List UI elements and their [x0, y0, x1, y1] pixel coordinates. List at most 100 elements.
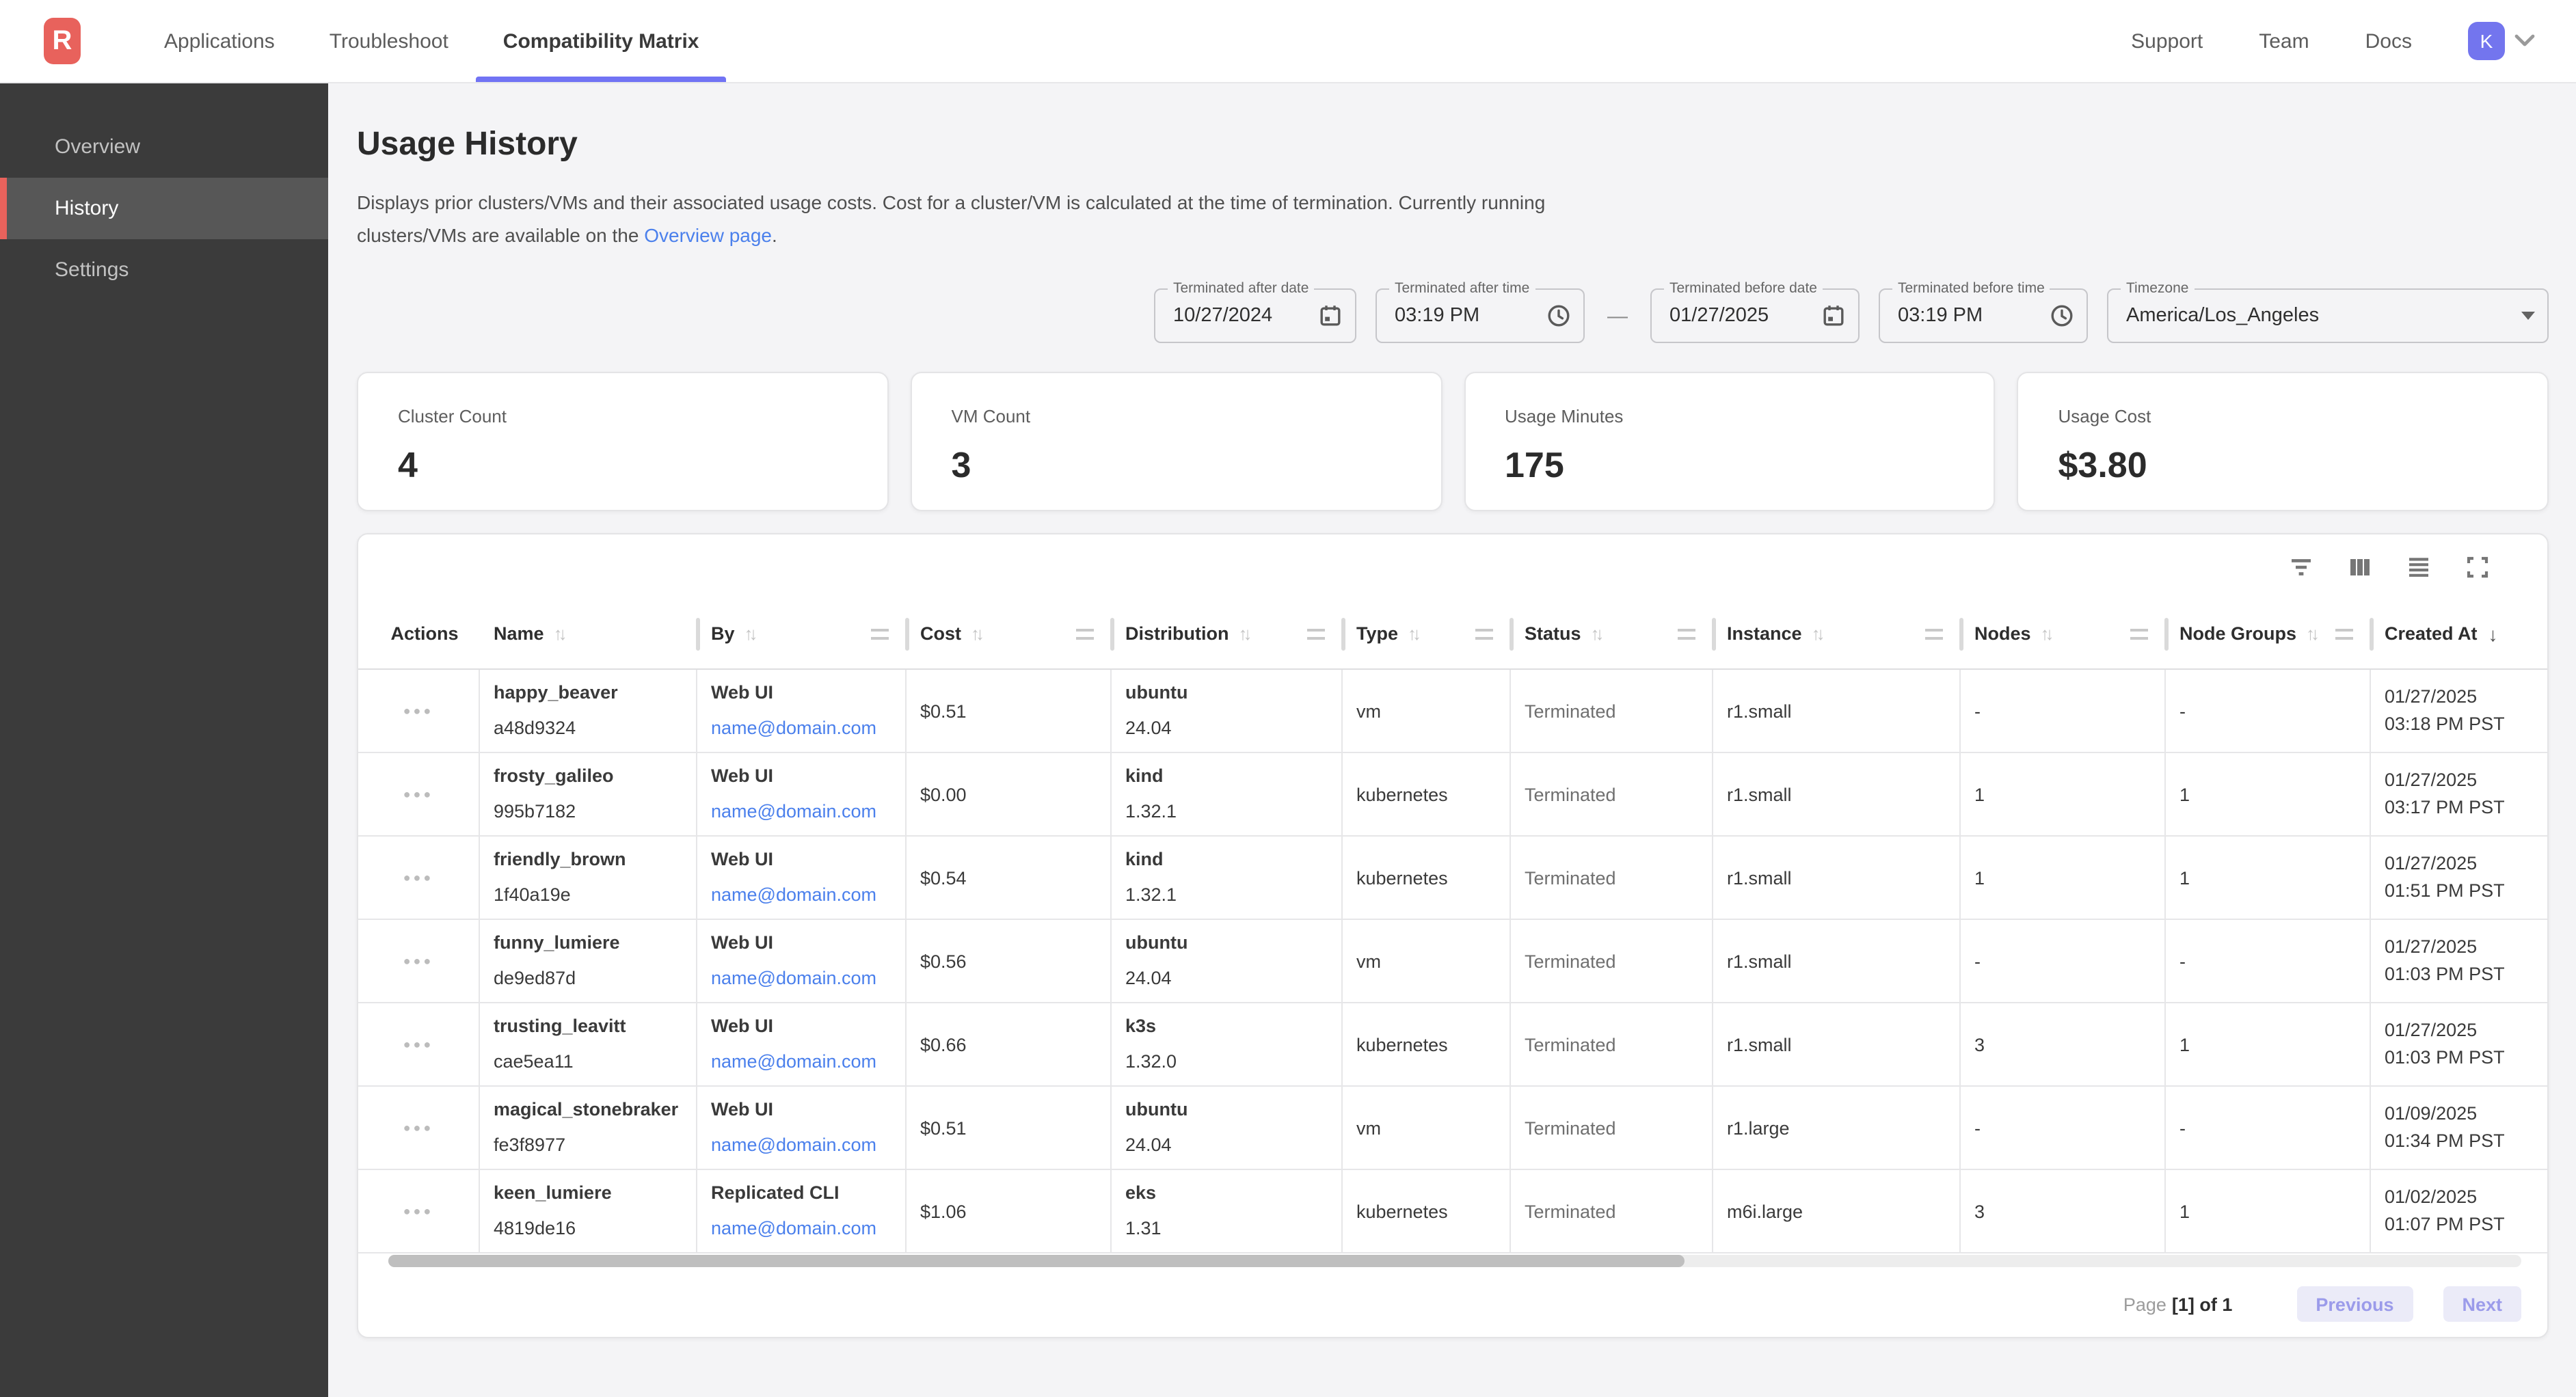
- tab-applications[interactable]: Applications: [137, 0, 302, 82]
- creator-email-link[interactable]: name@domain.com: [711, 884, 877, 905]
- stat-card-usage-minutes: Usage Minutes 175: [1464, 372, 1996, 511]
- creator-email-link[interactable]: name@domain.com: [711, 1135, 877, 1155]
- density-icon[interactable]: [2406, 554, 2431, 579]
- type-cell: vm: [1343, 1087, 1511, 1169]
- column-menu-icon[interactable]: [1678, 628, 1695, 639]
- creator-email-link[interactable]: name@domain.com: [711, 801, 877, 822]
- terminated-before-date-input[interactable]: Terminated before date 01/27/2025: [1650, 280, 1860, 343]
- row-actions-button[interactable]: ●●●: [403, 954, 434, 968]
- column-header-actions: Actions: [358, 599, 480, 668]
- row-actions-button[interactable]: ●●●: [403, 871, 434, 884]
- created-at-cell: 01/27/2025 03:18 PM PST: [2371, 670, 2524, 752]
- distribution-name: ubuntu: [1125, 932, 1188, 953]
- creator-email-link[interactable]: name@domain.com: [711, 968, 877, 988]
- actions-cell: ●●●: [358, 920, 480, 1002]
- user-avatar[interactable]: K: [2468, 22, 2505, 60]
- column-menu-icon[interactable]: [2335, 628, 2353, 639]
- columns-icon[interactable]: [2348, 554, 2372, 579]
- terminated-before-time-input[interactable]: Terminated before time 03:19 PM: [1879, 280, 2088, 343]
- tab-troubleshoot[interactable]: Troubleshoot: [302, 0, 476, 82]
- created-by: Replicated CLI: [711, 1182, 840, 1203]
- type-cell: kubernetes: [1343, 837, 1511, 919]
- stat-label: Usage Minutes: [1505, 406, 1624, 426]
- status-cell: Terminated: [1511, 670, 1713, 752]
- column-menu-icon[interactable]: [1475, 628, 1493, 639]
- column-header-nodes[interactable]: Nodes ↑↓: [1961, 599, 2169, 668]
- clock-icon[interactable]: [1546, 303, 1571, 328]
- clock-icon[interactable]: [2050, 303, 2074, 328]
- nodes-cell: 3: [1961, 1003, 2166, 1085]
- column-menu-icon[interactable]: [1307, 628, 1325, 639]
- row-actions-button[interactable]: ●●●: [403, 704, 434, 718]
- column-header-status[interactable]: Status ↑↓: [1511, 599, 1716, 668]
- sort-icon[interactable]: ↑↓: [744, 623, 758, 644]
- nodes-cell: 1: [1961, 753, 2166, 835]
- calendar-icon[interactable]: [1821, 303, 1846, 328]
- row-actions-button[interactable]: ●●●: [403, 787, 434, 801]
- column-header-created-at[interactable]: Created At ↓: [2371, 599, 2524, 668]
- sort-icon[interactable]: ↑↓: [2040, 623, 2054, 644]
- sort-icon[interactable]: ↑↓: [1238, 623, 1252, 644]
- cluster-name: magical_stonebraker: [494, 1099, 679, 1120]
- row-actions-button[interactable]: ●●●: [403, 1037, 434, 1051]
- filter-value: 03:19 PM: [1395, 305, 1480, 327]
- next-page-button[interactable]: Next: [2443, 1286, 2521, 1322]
- instance-cell: r1.small: [1713, 1003, 1961, 1085]
- column-menu-icon[interactable]: [871, 628, 889, 639]
- column-header-cost[interactable]: Cost ↑↓: [907, 599, 1114, 668]
- terminated-after-date-input[interactable]: Terminated after date 10/27/2024: [1154, 280, 1356, 343]
- row-actions-button[interactable]: ●●●: [403, 1204, 434, 1218]
- sort-icon[interactable]: ↑↓: [971, 623, 984, 644]
- sort-icon[interactable]: ↑↓: [2306, 623, 2320, 644]
- column-header-type[interactable]: Type ↑↓: [1343, 599, 1514, 668]
- nav-link-support[interactable]: Support: [2131, 29, 2203, 53]
- column-header-node-groups[interactable]: Node Groups ↑↓: [2166, 599, 2374, 668]
- sidebar-item-settings[interactable]: Settings: [0, 239, 328, 301]
- nav-link-docs[interactable]: Docs: [2365, 29, 2412, 53]
- column-header-by[interactable]: By ↑↓: [697, 599, 909, 668]
- column-menu-icon[interactable]: [1076, 628, 1094, 639]
- created-date: 01/27/2025: [2385, 1020, 2478, 1040]
- column-header-instance[interactable]: Instance ↑↓: [1713, 599, 1963, 668]
- sort-icon[interactable]: ↑↓: [1811, 623, 1825, 644]
- nodes-cell: -: [1961, 920, 2166, 1002]
- status-cell: Terminated: [1511, 1170, 1713, 1252]
- overview-page-link[interactable]: Overview page: [644, 223, 772, 245]
- filter-label: Terminated after time: [1389, 280, 1535, 298]
- chevron-down-icon[interactable]: [2514, 34, 2535, 48]
- fullscreen-icon[interactable]: [2465, 554, 2490, 579]
- calendar-icon[interactable]: [1318, 303, 1343, 328]
- horizontal-scrollbar-track[interactable]: [388, 1255, 2521, 1267]
- replicated-logo[interactable]: R: [44, 18, 81, 64]
- distribution-cell: ubuntu 24.04: [1112, 1087, 1343, 1169]
- horizontal-scrollbar-thumb[interactable]: [388, 1255, 1685, 1267]
- sort-icon[interactable]: ↑↓: [553, 623, 567, 644]
- column-menu-icon[interactable]: [1925, 628, 1943, 639]
- type-cell: kubernetes: [1343, 753, 1511, 835]
- nav-tabs: Applications Troubleshoot Compatibility …: [137, 0, 727, 82]
- creator-email-link[interactable]: name@domain.com: [711, 1051, 877, 1072]
- previous-page-button[interactable]: Previous: [2296, 1286, 2413, 1322]
- distribution-name: k3s: [1125, 1016, 1157, 1036]
- row-actions-button[interactable]: ●●●: [403, 1121, 434, 1135]
- creator-email-link[interactable]: name@domain.com: [711, 1218, 877, 1238]
- sort-icon[interactable]: ↑↓: [1590, 623, 1605, 644]
- timezone-select[interactable]: Timezone America/Los_Angeles: [2107, 280, 2549, 343]
- tab-compatibility-matrix[interactable]: Compatibility Matrix: [475, 0, 727, 82]
- caret-down-icon[interactable]: [2521, 312, 2535, 320]
- node-groups-cell: 1: [2166, 1003, 2371, 1085]
- filter-icon[interactable]: [2289, 554, 2313, 579]
- sidebar-item-overview[interactable]: Overview: [0, 116, 328, 178]
- instance-cell: m6i.large: [1713, 1170, 1961, 1252]
- column-label: Created At: [2385, 623, 2478, 644]
- column-header-distribution[interactable]: Distribution ↑↓: [1112, 599, 1345, 668]
- column-menu-icon[interactable]: [2130, 628, 2148, 639]
- column-header-name[interactable]: Name ↑↓: [480, 599, 700, 668]
- sidebar-item-history[interactable]: History: [0, 178, 328, 239]
- nav-link-team[interactable]: Team: [2259, 29, 2309, 53]
- terminated-after-time-input[interactable]: Terminated after time 03:19 PM: [1376, 280, 1585, 343]
- sort-icon[interactable]: ↑↓: [1408, 623, 1421, 644]
- sort-desc-icon[interactable]: ↓: [2488, 623, 2498, 645]
- cost-cell: $0.00: [907, 753, 1112, 835]
- creator-email-link[interactable]: name@domain.com: [711, 718, 877, 738]
